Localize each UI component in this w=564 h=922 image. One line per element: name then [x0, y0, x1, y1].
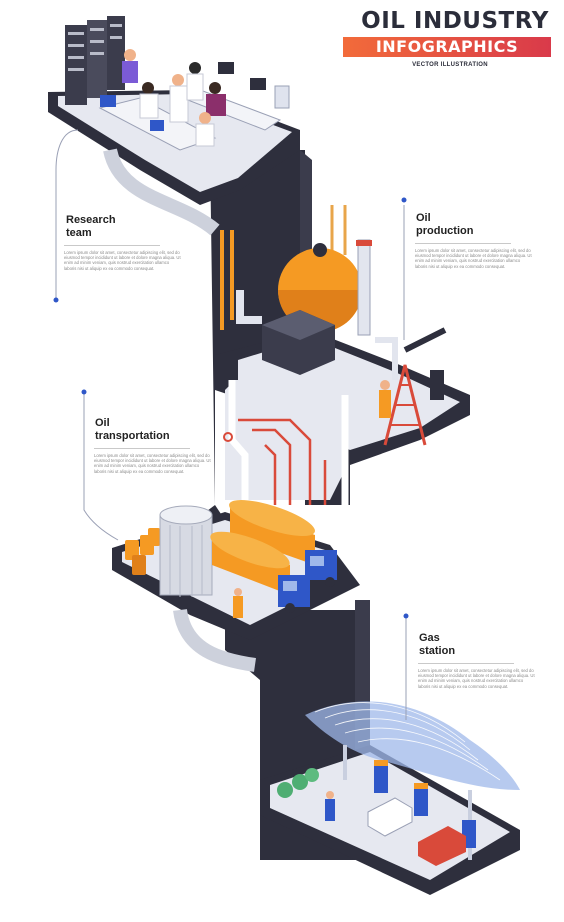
oil-barrels [125, 528, 160, 575]
monitor [100, 95, 116, 107]
callout-dot [53, 297, 59, 303]
server-rack [65, 25, 87, 105]
transportation-title: Oil transportation [95, 417, 170, 442]
scientists [122, 49, 226, 147]
divider [64, 245, 160, 246]
divider [415, 243, 511, 244]
gas-station-body: Lorem ipsum dolor sit amet, consectetur … [418, 668, 535, 689]
title-banner: INFOGRAPHICS [343, 37, 551, 57]
gas-station-platform [260, 701, 520, 895]
research-body: Lorem ipsum dolor sit amet, consectetur … [64, 250, 181, 271]
canopy [305, 701, 520, 790]
research-title: Research team [66, 214, 116, 239]
divider [418, 663, 514, 664]
tanker-trucks [210, 500, 337, 613]
production-title: Oil production [416, 212, 474, 237]
research-platform [48, 16, 300, 236]
transportation-platform [112, 500, 360, 672]
production-body: Lorem ipsum dolor sit amet, consectetur … [415, 248, 532, 269]
page-title: OIL INDUSTRY [361, 8, 549, 34]
gas-station-title: Gas station [419, 632, 456, 657]
pipe-shaft [223, 380, 349, 505]
subtitle: VECTOR ILLUSTRATION [412, 62, 488, 68]
callout-lines [55, 129, 407, 720]
transportation-body: Lorem ipsum dolor sit amet, consectetur … [94, 453, 211, 474]
divider [94, 448, 190, 449]
